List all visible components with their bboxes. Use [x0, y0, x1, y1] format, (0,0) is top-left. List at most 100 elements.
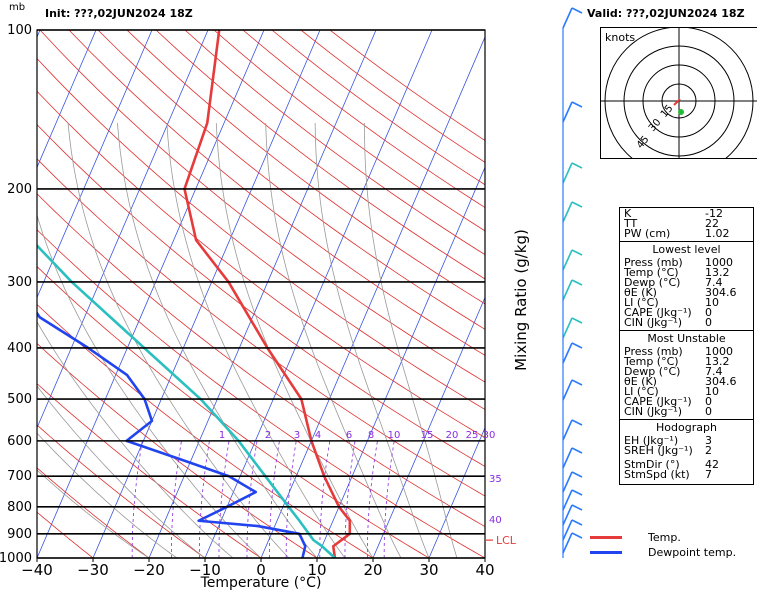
- index-value: 7.4: [705, 365, 723, 378]
- dry-adiabat: [37, 424, 206, 558]
- isotherm: [92, 30, 321, 558]
- moist-adiabat: [37, 432, 178, 558]
- dry-adiabat: [37, 383, 262, 558]
- legend-swatch: [590, 536, 622, 539]
- wind-barb-flag: [571, 447, 583, 454]
- isotherm: [316, 166, 485, 558]
- dry-adiabat: [184, 30, 485, 256]
- index-row: LI (°C) 10: [620, 385, 753, 398]
- index-row: TT 22: [620, 217, 753, 230]
- init-time: Init: ???,02JUN2024 18Z: [45, 7, 193, 20]
- wind-barb-flag: [571, 419, 583, 426]
- index-section-title: Hodograph: [656, 421, 717, 434]
- mixing-ratio-line: [198, 440, 210, 558]
- index-label: LI (°C): [624, 296, 659, 309]
- hodograph-trace: [673, 98, 681, 106]
- index-row: Temp (°C) 13.2: [620, 355, 753, 368]
- mixing-ratio-axis-label: Mixing Ratio (g/kg): [512, 229, 530, 371]
- index-row: θE (K) 304.6: [620, 286, 753, 299]
- index-section: Most Unstable Press (mb) 1000 Temp (°C) 13.2…: [620, 330, 753, 419]
- dry-adiabat: [37, 511, 94, 558]
- dry-adiabat: [39, 30, 485, 383]
- index-row: Press (mb) 1000: [620, 256, 753, 269]
- index-value: 22: [705, 217, 719, 230]
- legend: Temp. Dewpoint temp.: [590, 530, 736, 560]
- wind-barb: [562, 342, 573, 364]
- index-row: Press (mb) 1000: [620, 345, 753, 358]
- wind-barb-flag: [571, 504, 583, 511]
- index-value: 7: [705, 468, 712, 481]
- mixing-ratio-line: [268, 440, 280, 558]
- legend-label: Dewpoint temp.: [648, 546, 737, 559]
- wind-barb-flag: [571, 519, 583, 526]
- index-section-title: Lowest level: [652, 243, 721, 256]
- index-value: 1000: [705, 256, 733, 269]
- wind-barb: [562, 519, 573, 541]
- index-value: 0: [705, 395, 712, 408]
- mixing-ratio-label: 30: [483, 430, 496, 441]
- wind-barb-flag: [571, 279, 583, 286]
- wind-barb-flag: [571, 249, 583, 256]
- moist-adiabat: [37, 469, 150, 558]
- temperature-tick-label: 40: [475, 561, 494, 579]
- wind-barb: [562, 504, 573, 526]
- pressure-tick-label: 100: [7, 23, 32, 38]
- pressure-tick-label: 900: [7, 527, 32, 542]
- mixing-ratio-label: 15: [421, 430, 434, 441]
- index-value: 304.6: [705, 286, 737, 299]
- temperature-tick-label: 0: [256, 561, 266, 579]
- wind-barb-flag: [571, 342, 583, 349]
- legend-item: Dewpoint temp.: [590, 545, 736, 560]
- moist-adiabat: [37, 385, 206, 558]
- wind-barb-flag: [571, 201, 583, 208]
- wind-barb: [562, 201, 573, 223]
- temperature-tick-label: 10: [307, 561, 326, 579]
- index-label: Dewp (°C): [624, 276, 681, 289]
- index-value: 13.2: [705, 355, 730, 368]
- pressure-tick-label: 1000: [0, 551, 32, 566]
- pressure-tick-label: 600: [7, 434, 32, 449]
- wind-barb: [562, 419, 573, 441]
- index-label: CAPE (Jkg⁻¹): [624, 306, 692, 319]
- pressure-tick-label: 300: [7, 275, 32, 290]
- index-section-title: Most Unstable: [647, 332, 726, 345]
- index-row: LI (°C) 10: [620, 296, 753, 309]
- wind-barb: [562, 471, 573, 493]
- moist-adiabat: [67, 122, 290, 558]
- index-row: K -12: [620, 208, 753, 219]
- hodograph-units: knots: [605, 31, 636, 44]
- index-label: TT: [624, 217, 638, 230]
- mixing-ratio-label: 2: [265, 430, 271, 441]
- moist-adiabat: [314, 122, 430, 558]
- theta-e-label: 40: [489, 515, 502, 526]
- wind-barb-flag: [571, 317, 583, 324]
- wind-barb-flag: [571, 489, 583, 496]
- pressure-tick-label: 800: [7, 500, 32, 515]
- dry-adiabat: [37, 303, 374, 558]
- index-row: StmDir (°) 42: [620, 459, 753, 470]
- wind-barb: [562, 379, 573, 401]
- index-value: 0: [705, 316, 712, 329]
- isotherm: [372, 296, 485, 558]
- index-label: StmSpd (kt): [624, 468, 690, 481]
- pressure-tick-label: 700: [7, 469, 32, 484]
- index-value: 1000: [705, 345, 733, 358]
- mixing-ratio-label: 8: [368, 430, 374, 441]
- index-row: Dewp (°C) 7.4: [620, 276, 753, 289]
- index-row: EH (Jkg⁻¹) 3: [620, 435, 753, 446]
- index-row: CAPE (Jkg⁻¹) 0: [620, 395, 753, 408]
- hodograph-ring-label: 30: [647, 117, 664, 134]
- dry-adiabat: [37, 158, 485, 497]
- index-value: 10: [705, 385, 719, 398]
- plot-frame: [36, 29, 486, 559]
- index-label: CAPE (Jkg⁻¹): [624, 395, 692, 408]
- index-row: PW (cm) 1.02: [620, 228, 753, 239]
- index-label: SREH (Jkg⁻¹): [624, 444, 693, 457]
- valid-time: Valid: ???,02JUN2024 18Z: [587, 7, 745, 20]
- mixing-ratio-label: 6: [346, 430, 352, 441]
- index-value: 2: [705, 444, 712, 457]
- mixing-ratio-label: 10: [388, 430, 401, 441]
- pressure-tick-label: 200: [7, 182, 32, 197]
- index-value: 304.6: [705, 375, 737, 388]
- isotherm: [204, 30, 433, 558]
